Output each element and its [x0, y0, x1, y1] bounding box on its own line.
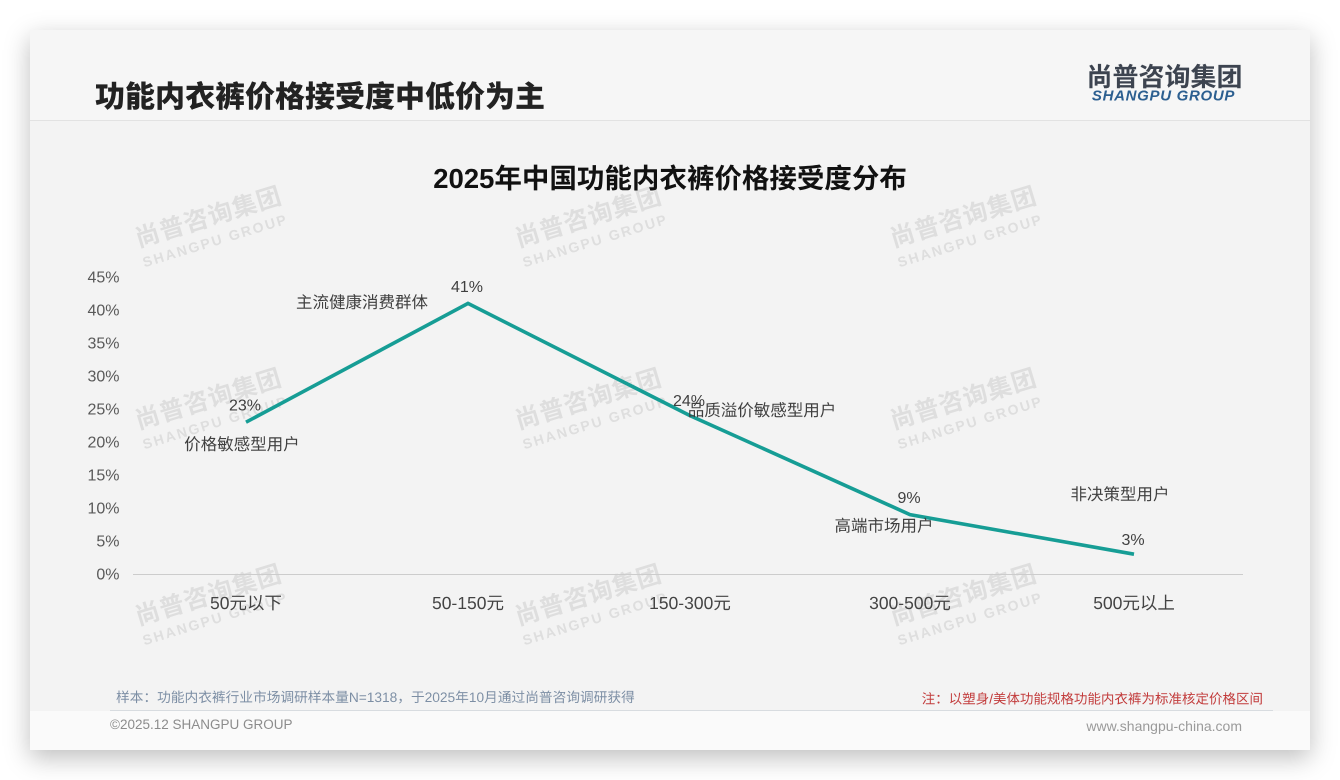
svg-text:15%: 15% [87, 468, 119, 485]
svg-text:10%: 10% [87, 501, 119, 518]
svg-text:40%: 40% [87, 303, 119, 320]
svg-text:5%: 5% [96, 534, 119, 551]
svg-text:20%: 20% [87, 435, 119, 452]
svg-text:©2025.12 SHANGPU GROUP: ©2025.12 SHANGPU GROUP [110, 717, 293, 732]
svg-text:25%: 25% [87, 402, 119, 419]
svg-text:SHANGPU GROUP: SHANGPU GROUP [1092, 88, 1236, 105]
svg-text:3%: 3% [1121, 532, 1144, 549]
svg-text:35%: 35% [87, 336, 119, 353]
svg-text:23%: 23% [229, 398, 261, 415]
svg-text:30%: 30% [87, 369, 119, 386]
svg-text:www.shangpu-china.com: www.shangpu-china.com [1085, 718, 1242, 734]
svg-text:24%: 24% [673, 393, 705, 410]
svg-text:0%: 0% [96, 567, 119, 584]
svg-text:41%: 41% [451, 279, 483, 296]
svg-text:9%: 9% [897, 490, 920, 507]
svg-text:45%: 45% [87, 270, 119, 287]
